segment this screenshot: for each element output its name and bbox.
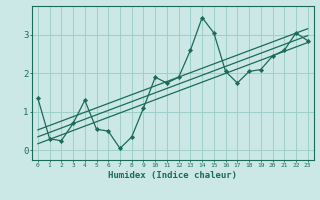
X-axis label: Humidex (Indice chaleur): Humidex (Indice chaleur) [108, 171, 237, 180]
